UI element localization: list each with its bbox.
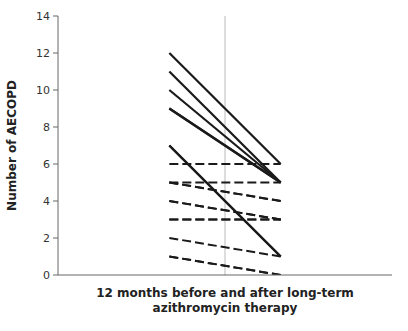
y-tick-label: 14 xyxy=(36,10,50,23)
y-tick xyxy=(53,164,58,165)
pair-line xyxy=(169,238,280,257)
y-tick xyxy=(53,127,58,128)
lines xyxy=(169,53,280,275)
y-tick xyxy=(53,201,58,202)
pair-line xyxy=(169,219,280,221)
y-tick-label: 6 xyxy=(43,158,50,171)
y-axis-label: Number of AECOPD xyxy=(5,80,19,211)
pair-line xyxy=(169,219,280,221)
chart: 0 2 4 6 8 10 12 14 12 months before and after lo… xyxy=(0,0,408,331)
pair-line xyxy=(169,109,280,183)
pair-line xyxy=(169,183,280,202)
y-tick-label: 8 xyxy=(43,121,50,134)
x-axis-line xyxy=(58,275,392,276)
pair-line xyxy=(169,146,280,257)
y-tick xyxy=(53,16,58,17)
pair-line xyxy=(169,182,280,184)
y-tick xyxy=(53,90,58,91)
pair-line xyxy=(169,183,280,202)
y-tick xyxy=(53,53,58,54)
y-axis-line xyxy=(58,16,59,275)
pair-line xyxy=(169,90,280,183)
pair-line xyxy=(169,163,280,165)
y-tick-label: 10 xyxy=(36,84,50,97)
y-tick xyxy=(53,275,58,276)
y-tick-label: 0 xyxy=(43,269,50,282)
y-tick-label: 12 xyxy=(36,47,50,60)
pair-line xyxy=(169,201,280,220)
pair-line xyxy=(169,257,280,276)
y-tick-label: 4 xyxy=(43,195,50,208)
pair-line xyxy=(169,146,280,257)
pair-line xyxy=(169,257,280,276)
x-axis-label: 12 months before and after long-termazit… xyxy=(96,286,354,315)
y-tick xyxy=(53,238,58,239)
pair-line xyxy=(169,53,280,164)
y-tick-label: 2 xyxy=(43,232,50,245)
pair-line xyxy=(169,109,280,183)
pair-line xyxy=(169,201,280,220)
pair-line xyxy=(169,72,280,183)
